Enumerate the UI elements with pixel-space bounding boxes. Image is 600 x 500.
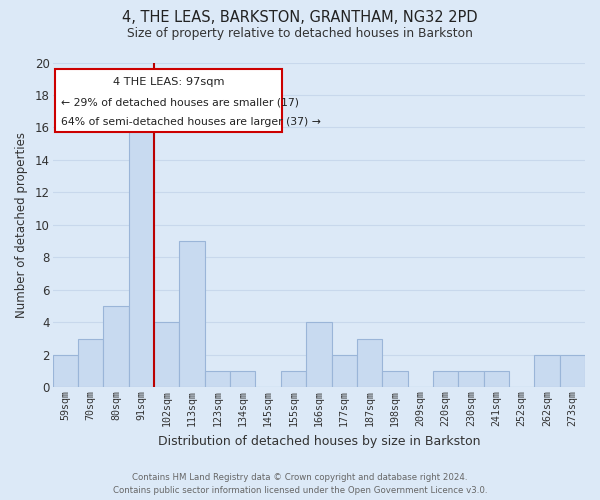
Text: 4, THE LEAS, BARKSTON, GRANTHAM, NG32 2PD: 4, THE LEAS, BARKSTON, GRANTHAM, NG32 2P… <box>122 10 478 25</box>
Bar <box>53 355 78 388</box>
Bar <box>458 371 484 388</box>
Text: 64% of semi-detached houses are larger (37) →: 64% of semi-detached houses are larger (… <box>61 117 320 127</box>
Bar <box>306 322 332 388</box>
Bar <box>230 371 256 388</box>
Bar <box>382 371 407 388</box>
Bar <box>78 338 103 388</box>
Bar <box>154 322 179 388</box>
Bar <box>484 371 509 388</box>
Text: 4 THE LEAS: 97sqm: 4 THE LEAS: 97sqm <box>113 76 224 86</box>
FancyBboxPatch shape <box>55 69 281 132</box>
Bar <box>357 338 382 388</box>
Bar <box>535 355 560 388</box>
Bar <box>179 241 205 388</box>
Bar <box>560 355 585 388</box>
Bar <box>205 371 230 388</box>
X-axis label: Distribution of detached houses by size in Barkston: Distribution of detached houses by size … <box>158 434 480 448</box>
Bar <box>281 371 306 388</box>
Bar <box>129 111 154 388</box>
Text: ← 29% of detached houses are smaller (17): ← 29% of detached houses are smaller (17… <box>61 98 299 108</box>
Text: Contains HM Land Registry data © Crown copyright and database right 2024.
Contai: Contains HM Land Registry data © Crown c… <box>113 473 487 495</box>
Bar <box>433 371 458 388</box>
Y-axis label: Number of detached properties: Number of detached properties <box>15 132 28 318</box>
Bar <box>103 306 129 388</box>
Bar <box>332 355 357 388</box>
Text: Size of property relative to detached houses in Barkston: Size of property relative to detached ho… <box>127 28 473 40</box>
